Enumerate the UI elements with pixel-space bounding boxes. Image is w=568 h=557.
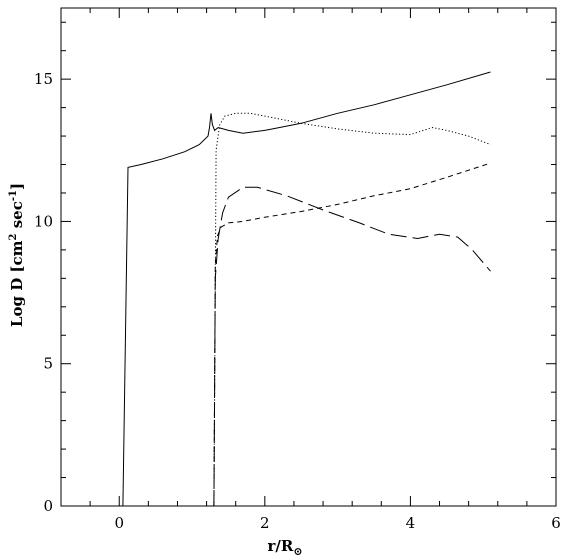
svg-text:r/R⊙: r/R⊙ bbox=[267, 537, 302, 557]
y-axis-title-end: ] bbox=[8, 183, 26, 190]
y-axis-title: Log D [cm2 sec-1] bbox=[8, 183, 26, 327]
y-axis-title-sup1: 2 bbox=[8, 233, 19, 240]
y-tick-label: 0 bbox=[43, 497, 53, 515]
series-line-solid bbox=[122, 71, 491, 507]
x-axis-title-text: r/R bbox=[267, 537, 293, 555]
y-axis-title-text: Log D [cm bbox=[8, 240, 26, 327]
x-axis-title: r/R⊙ bbox=[267, 537, 302, 557]
x-tick-label: 0 bbox=[114, 514, 124, 532]
x-tick-label: 4 bbox=[406, 514, 416, 532]
y-tick-label: 10 bbox=[34, 212, 53, 230]
y-axis-title-sup2: -1 bbox=[8, 190, 19, 201]
svg-text:Log D [cm2 sec-1]: Log D [cm2 sec-1] bbox=[8, 183, 26, 327]
y-axis-title-mid: sec bbox=[8, 201, 26, 233]
x-tick-label: 2 bbox=[260, 514, 270, 532]
series-line-dotted bbox=[213, 112, 491, 507]
y-tick-label: 5 bbox=[43, 355, 53, 373]
y-tick-label: 15 bbox=[34, 70, 53, 88]
x-axis-title-subscript: ⊙ bbox=[293, 545, 302, 557]
plot-frame bbox=[60, 7, 557, 507]
series-line-long-dashed bbox=[213, 186, 491, 507]
x-tick-label: 6 bbox=[551, 514, 561, 532]
series-line-short-dashed bbox=[213, 162, 491, 507]
